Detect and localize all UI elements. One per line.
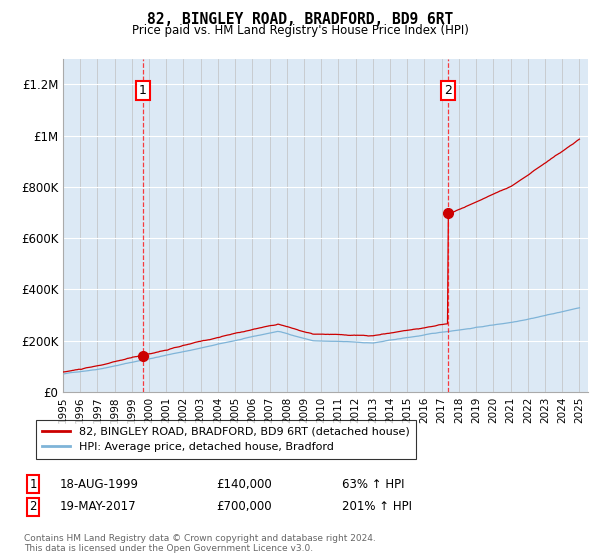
Text: 82, BINGLEY ROAD, BRADFORD, BD9 6RT: 82, BINGLEY ROAD, BRADFORD, BD9 6RT	[147, 12, 453, 27]
Text: Contains HM Land Registry data © Crown copyright and database right 2024.
This d: Contains HM Land Registry data © Crown c…	[24, 534, 376, 553]
Text: 19-MAY-2017: 19-MAY-2017	[60, 500, 137, 514]
Text: 1: 1	[29, 478, 37, 491]
Text: 2: 2	[29, 500, 37, 514]
Text: 2: 2	[444, 85, 452, 97]
Text: £700,000: £700,000	[216, 500, 272, 514]
Legend: 82, BINGLEY ROAD, BRADFORD, BD9 6RT (detached house), HPI: Average price, detach: 82, BINGLEY ROAD, BRADFORD, BD9 6RT (det…	[35, 420, 416, 459]
Text: 18-AUG-1999: 18-AUG-1999	[60, 478, 139, 491]
Text: 63% ↑ HPI: 63% ↑ HPI	[342, 478, 404, 491]
Text: Price paid vs. HM Land Registry's House Price Index (HPI): Price paid vs. HM Land Registry's House …	[131, 24, 469, 36]
Text: £140,000: £140,000	[216, 478, 272, 491]
Text: 1: 1	[139, 85, 146, 97]
Text: 201% ↑ HPI: 201% ↑ HPI	[342, 500, 412, 514]
